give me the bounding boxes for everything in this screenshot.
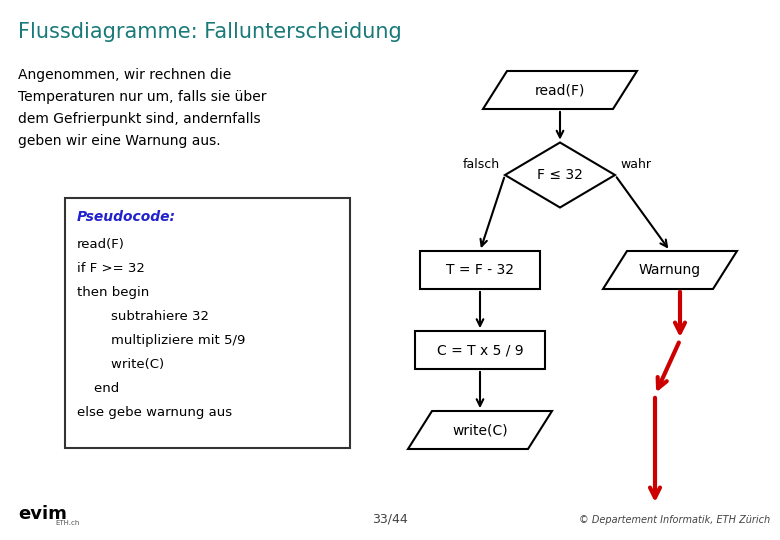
Text: multipliziere mit 5/9: multipliziere mit 5/9 [77,334,246,347]
Text: Flussdiagramme: Fallunterscheidung: Flussdiagramme: Fallunterscheidung [18,22,402,42]
Text: Angenommen, wir rechnen die: Angenommen, wir rechnen die [18,68,231,82]
Polygon shape [603,251,737,289]
Text: Pseudocode:: Pseudocode: [77,210,176,224]
Polygon shape [408,411,552,449]
Bar [420,251,540,289]
Text: Temperaturen nur um, falls sie über: Temperaturen nur um, falls sie über [18,90,267,104]
Text: Warnung: Warnung [639,263,701,277]
Text: wahr: wahr [620,159,651,172]
Text: geben wir eine Warnung aus.: geben wir eine Warnung aus. [18,134,221,148]
Text: subtrahiere 32: subtrahiere 32 [77,310,209,323]
Text: dem Gefrierpunkt sind, andernfalls: dem Gefrierpunkt sind, andernfalls [18,112,261,126]
Text: read(F): read(F) [77,238,125,251]
Text: if F >= 32: if F >= 32 [77,262,145,275]
Text: else gebe warnung aus: else gebe warnung aus [77,406,232,419]
Text: write(C): write(C) [452,423,508,437]
Text: read(F): read(F) [535,83,585,97]
Polygon shape [483,71,637,109]
Text: ETH.ch: ETH.ch [55,520,80,526]
Text: then begin: then begin [77,286,149,299]
Text: © Departement Informatik, ETH Zürich: © Departement Informatik, ETH Zürich [579,515,770,525]
Bar [415,331,545,369]
Text: F ≤ 32: F ≤ 32 [537,168,583,182]
Text: evim: evim [18,505,67,523]
Text: T = F - 32: T = F - 32 [446,263,514,277]
Text: C = T x 5 / 9: C = T x 5 / 9 [437,343,523,357]
Text: falsch: falsch [463,159,500,172]
Bar [65,198,350,448]
Text: end: end [77,382,119,395]
Polygon shape [505,143,615,207]
Text: write(C): write(C) [77,358,164,371]
Text: 33/44: 33/44 [372,512,408,525]
